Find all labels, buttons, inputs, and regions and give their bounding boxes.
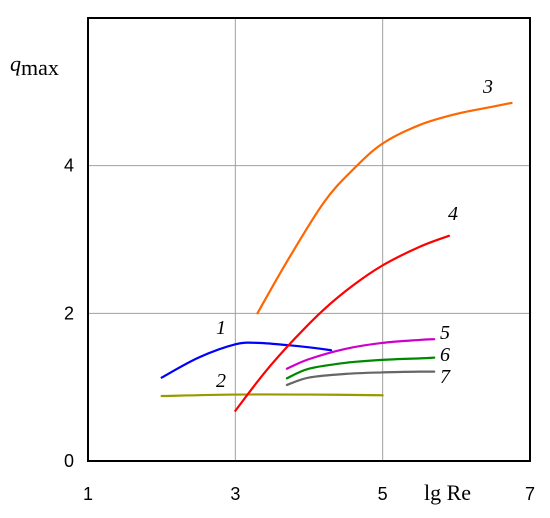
series-group [160, 101, 513, 412]
x-axis-label: lg Re [424, 480, 471, 505]
x-tick-label: 5 [378, 484, 388, 504]
curve-labels: 1 2 3 4 567 [216, 76, 493, 392]
y-axis-label: qmax [10, 51, 59, 80]
grid-lines [88, 18, 530, 461]
series-label-6: 6 [440, 344, 450, 366]
series-line-7 [285, 370, 436, 387]
y-tick-label: 2 [64, 303, 74, 323]
x-tick-label: 7 [525, 484, 535, 504]
y-axis-label-symbol: q [10, 51, 21, 76]
series-line-5 [285, 338, 436, 370]
y-tick-label: 0 [64, 451, 74, 471]
series-line-1 [160, 341, 333, 379]
tick-labels: 1 3 5 7 0 2 4 [64, 156, 535, 504]
series-label-1: 1 [216, 317, 226, 339]
series-label-2: 2 [216, 370, 226, 392]
series-line-6 [285, 356, 436, 380]
y-axis-label-subscript: max [21, 55, 59, 80]
series-label-3: 3 [482, 76, 493, 98]
y-tick-label: 4 [64, 156, 74, 176]
x-tick-label: 3 [230, 484, 240, 504]
series-line-3 [256, 101, 513, 315]
x-tick-label: 1 [83, 484, 93, 504]
series-label-4: 4 [448, 203, 458, 225]
series-line-2 [160, 393, 384, 398]
series-label-5: 5 [440, 322, 450, 344]
series-label-7: 7 [440, 366, 451, 388]
plot-frame [87, 17, 531, 462]
series-line-4 [234, 234, 451, 412]
